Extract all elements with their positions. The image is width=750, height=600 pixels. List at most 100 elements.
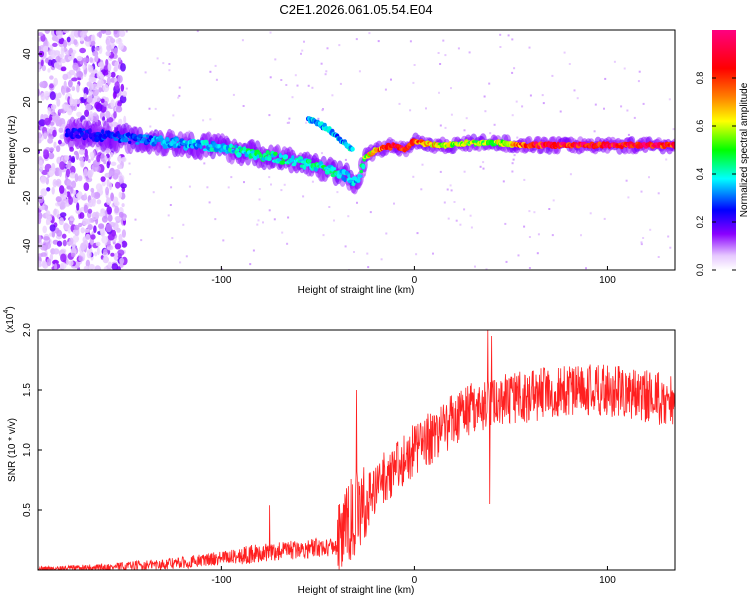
noise-speckle bbox=[47, 215, 53, 222]
noise-speckle bbox=[94, 265, 101, 270]
noise-speckle bbox=[113, 169, 121, 176]
faint-speckle bbox=[640, 241, 643, 244]
faint-speckle bbox=[331, 94, 334, 97]
noise-speckle bbox=[56, 98, 61, 107]
noise-speckle bbox=[120, 63, 126, 72]
snr-y-ticks: 0.5 1.0 1.5 2.0 bbox=[22, 323, 42, 517]
noise-speckle bbox=[89, 151, 95, 158]
faint-speckle bbox=[459, 223, 462, 226]
noise-speckle bbox=[86, 218, 91, 225]
noise-speckle bbox=[110, 151, 114, 158]
faint-speckle bbox=[513, 67, 516, 70]
faint-speckle bbox=[172, 114, 175, 117]
faint-speckle bbox=[339, 82, 342, 85]
faint-speckle bbox=[453, 201, 456, 203]
noise-speckle bbox=[96, 199, 102, 205]
ridge-core bbox=[101, 129, 105, 135]
faint-speckle bbox=[321, 152, 323, 155]
noise-speckle bbox=[48, 152, 55, 160]
noise-speckle bbox=[114, 215, 122, 222]
noise-speckle bbox=[92, 69, 98, 74]
noise-speckle bbox=[75, 193, 81, 199]
noise-speckle bbox=[73, 224, 80, 231]
noise-speckle bbox=[59, 185, 65, 194]
faint-speckle bbox=[385, 232, 388, 235]
noise-speckle bbox=[121, 156, 127, 163]
noise-speckle bbox=[120, 183, 127, 189]
noise-speckle bbox=[118, 118, 123, 126]
noise-speckle bbox=[42, 45, 49, 53]
noise-speckle bbox=[98, 45, 103, 54]
noise-speckle bbox=[117, 253, 122, 259]
noise-speckle bbox=[88, 263, 95, 270]
faint-speckle bbox=[542, 102, 545, 105]
noise-speckle bbox=[110, 192, 114, 202]
noise-speckle bbox=[66, 87, 71, 93]
ridge-core bbox=[113, 138, 119, 141]
faint-speckle bbox=[528, 210, 531, 213]
noise-speckle bbox=[113, 30, 118, 35]
faint-speckle bbox=[125, 30, 128, 33]
faint-speckle bbox=[657, 256, 660, 258]
ridge-core bbox=[324, 166, 328, 170]
faint-speckle bbox=[657, 192, 660, 195]
noise-speckle bbox=[110, 99, 115, 109]
ridge-core bbox=[356, 178, 361, 183]
ridge-core bbox=[302, 164, 307, 170]
faint-speckle bbox=[395, 140, 398, 143]
faint-speckle bbox=[589, 212, 592, 215]
faint-speckle bbox=[551, 234, 554, 237]
noise-speckle bbox=[114, 205, 120, 214]
noise-speckle bbox=[54, 263, 58, 270]
noise-speckle bbox=[60, 66, 67, 72]
faint-speckle bbox=[185, 255, 188, 258]
noise-speckle bbox=[94, 251, 98, 257]
noise-speckle bbox=[78, 156, 85, 162]
faint-speckle bbox=[442, 39, 445, 42]
noise-speckle bbox=[55, 145, 61, 153]
colorbar-ticks: 0.0 0.2 0.4 0.6 0.8 bbox=[695, 72, 736, 276]
noise-speckle bbox=[78, 222, 83, 228]
noise-speckle bbox=[63, 80, 67, 90]
noise-speckle bbox=[60, 58, 66, 64]
faint-speckle bbox=[463, 208, 466, 211]
y-tick-label: 0 bbox=[22, 147, 33, 153]
noise-speckle bbox=[43, 40, 48, 48]
faint-speckle bbox=[384, 88, 387, 91]
snr-series-line bbox=[38, 330, 675, 570]
faint-speckle bbox=[356, 201, 358, 204]
noise-speckle bbox=[58, 217, 64, 226]
faint-speckle bbox=[594, 103, 597, 106]
faint-speckle bbox=[368, 32, 371, 35]
faint-speckle bbox=[321, 109, 324, 112]
faint-speckle bbox=[533, 211, 536, 214]
faint-speckle bbox=[483, 95, 486, 98]
faint-speckle bbox=[529, 94, 532, 97]
noise-speckle bbox=[78, 256, 84, 262]
noise-speckle bbox=[105, 186, 110, 196]
ridge-core bbox=[127, 140, 132, 144]
noise-speckle bbox=[56, 240, 63, 247]
noise-speckle bbox=[63, 40, 68, 49]
faint-speckle bbox=[287, 216, 290, 219]
noise-speckle bbox=[43, 236, 50, 241]
faint-speckle bbox=[188, 130, 191, 133]
noise-speckle bbox=[88, 76, 96, 83]
faint-speckle bbox=[283, 183, 286, 186]
noise-speckle bbox=[53, 248, 60, 255]
faint-speckle bbox=[168, 166, 171, 169]
noise-speckle bbox=[47, 137, 53, 144]
noise-speckle bbox=[58, 37, 65, 45]
faint-speckle bbox=[627, 133, 630, 136]
faint-speckle bbox=[665, 158, 668, 161]
faint-speckle bbox=[648, 176, 650, 179]
noise-speckle bbox=[76, 55, 83, 62]
noise-speckle bbox=[66, 36, 71, 43]
noise-speckle bbox=[58, 127, 64, 133]
noise-speckle bbox=[91, 83, 99, 91]
noise-speckle bbox=[87, 159, 91, 163]
noise-speckle bbox=[40, 59, 44, 67]
noise-speckle bbox=[38, 160, 43, 167]
noise-speckle bbox=[46, 187, 51, 192]
noise-speckle bbox=[102, 70, 109, 76]
